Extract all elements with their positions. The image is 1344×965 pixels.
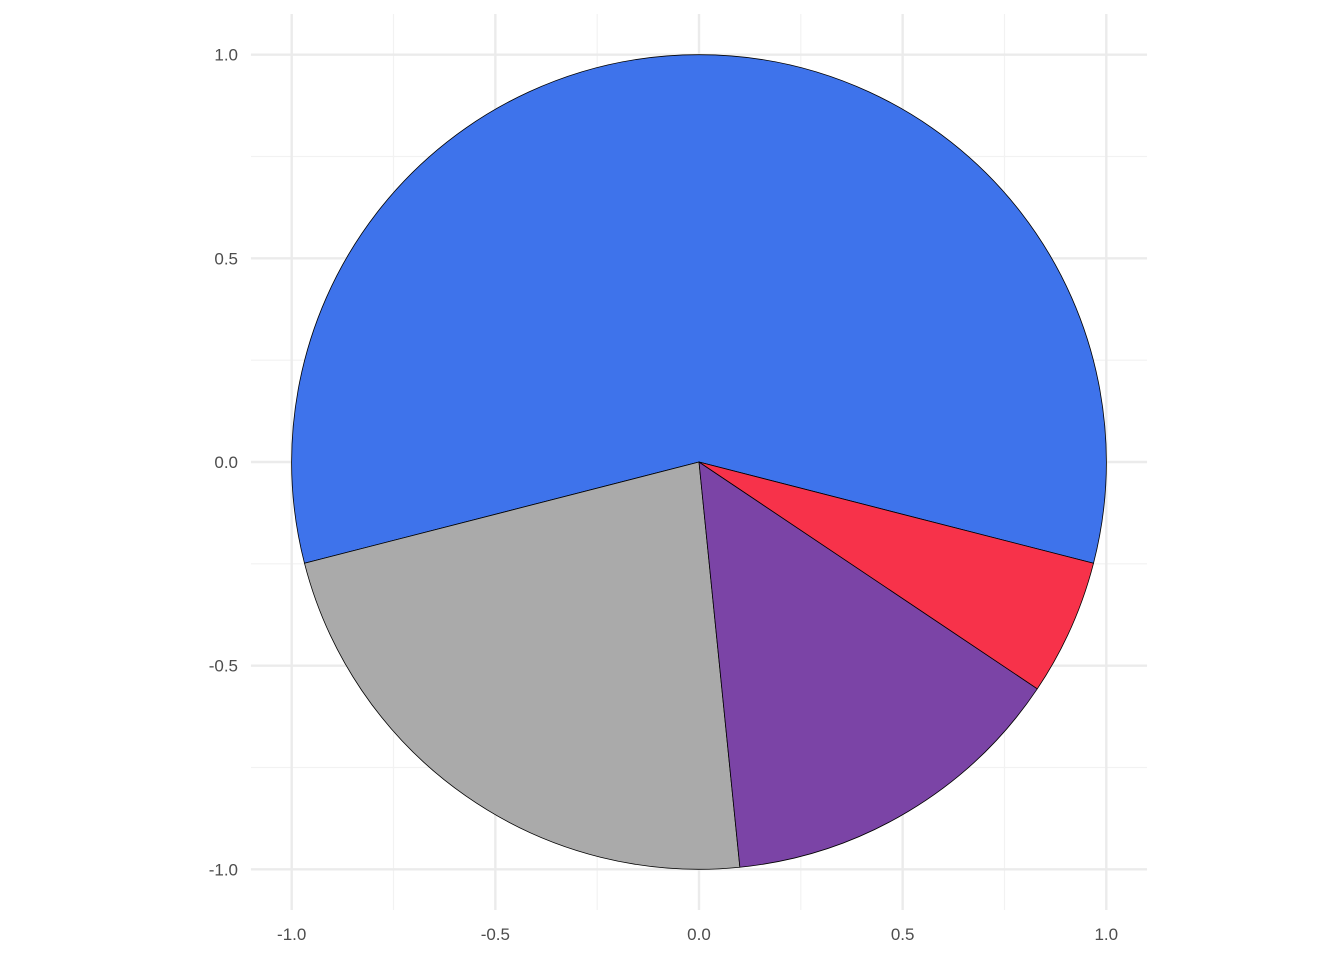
x-tick-label: 0.0 bbox=[687, 925, 711, 944]
pie-slice-1 bbox=[304, 461, 741, 870]
y-tick-label: 0.0 bbox=[214, 453, 238, 472]
y-axis-ticks: 1.0 0.5 0.0 -0.5 -1.0 bbox=[209, 46, 238, 880]
y-tick-label: -0.5 bbox=[209, 657, 238, 676]
y-tick-label: 1.0 bbox=[214, 46, 238, 65]
x-tick-label: 0.5 bbox=[891, 925, 915, 944]
pie-slice-0 bbox=[291, 54, 1107, 564]
x-tick-label: -1.0 bbox=[277, 925, 306, 944]
pie-slice-3 bbox=[698, 461, 1094, 690]
x-axis-ticks: -1.0 -0.5 0.0 0.5 1.0 bbox=[277, 925, 1118, 944]
x-tick-label: 1.0 bbox=[1094, 925, 1118, 944]
y-tick-label: -1.0 bbox=[209, 860, 238, 879]
pie-slices bbox=[291, 54, 1107, 870]
pie-slice-2 bbox=[698, 461, 1038, 868]
y-tick-label: 0.5 bbox=[214, 249, 238, 268]
x-tick-label: -0.5 bbox=[481, 925, 510, 944]
